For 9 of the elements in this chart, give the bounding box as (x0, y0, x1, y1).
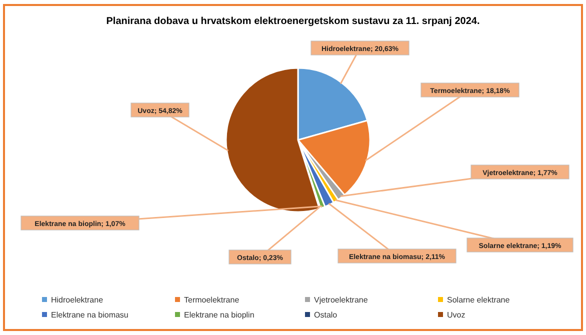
chart-title: Planirana dobava u hrvatskom elektroenergetskom sustavu za 11. srpanj 2024. (106, 16, 480, 27)
legend-label: Elektrane na biomasu (51, 310, 128, 320)
legend-label: Termoelektrane (184, 296, 240, 304)
legend-label: Solarne elektrane (447, 296, 510, 304)
legend-label: Elektrane na bioplin (184, 310, 254, 320)
legend-label: Ostalo (314, 310, 338, 320)
legend-label: Hidroelektrane (51, 296, 104, 304)
legend-label: Uvoz (447, 310, 466, 320)
legend-label: Vjetroelektrane (314, 296, 368, 304)
